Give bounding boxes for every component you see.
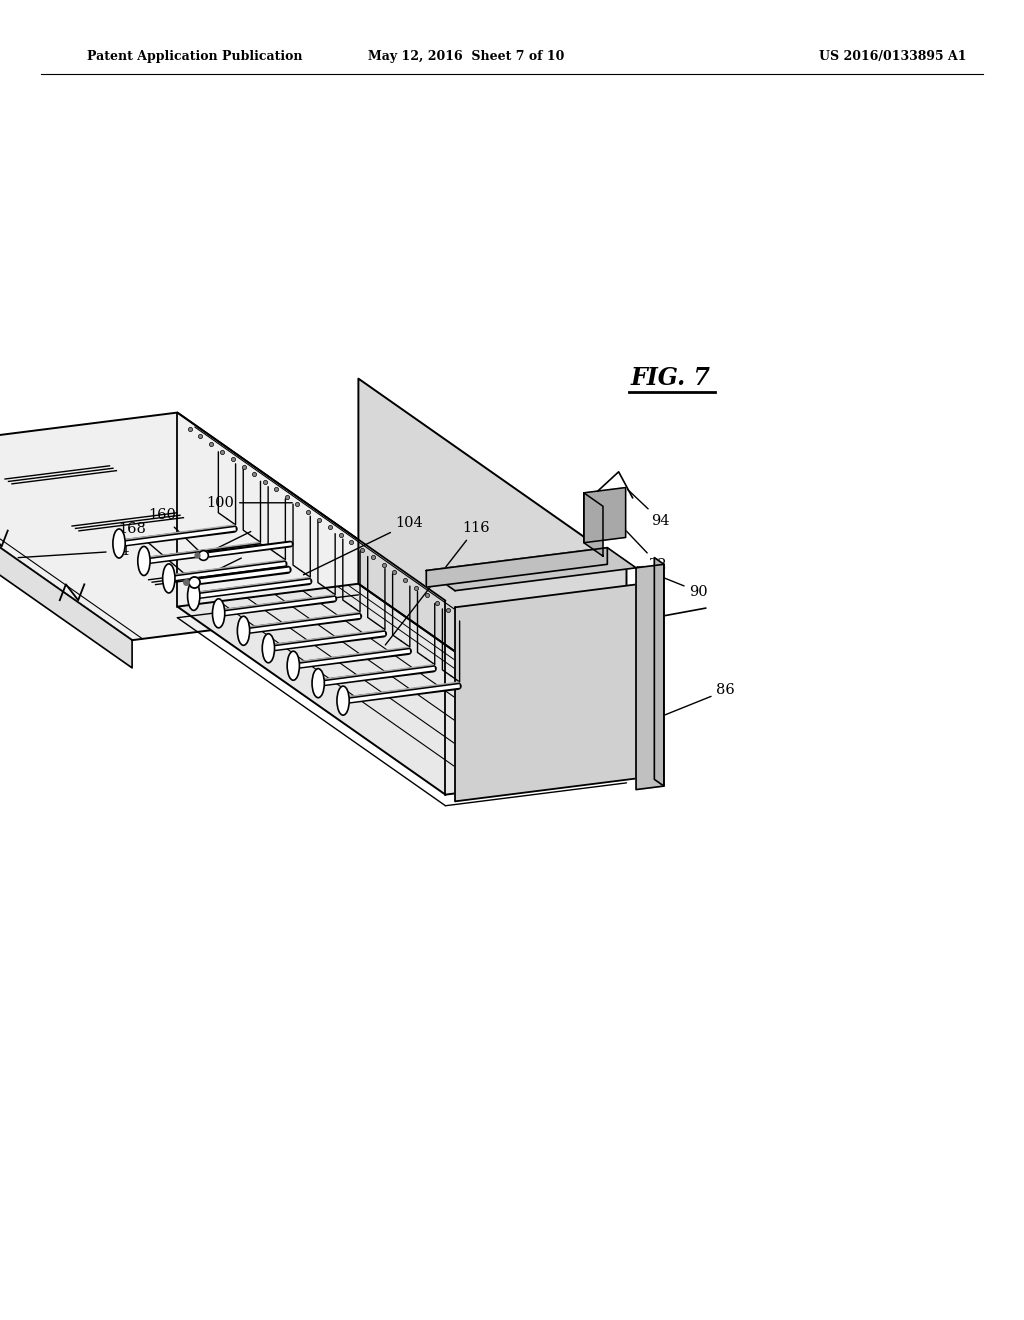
- Text: 116: 116: [385, 521, 489, 645]
- Ellipse shape: [262, 634, 274, 663]
- Polygon shape: [584, 492, 603, 556]
- Ellipse shape: [337, 686, 349, 715]
- Ellipse shape: [212, 599, 224, 628]
- Text: 72: 72: [610, 513, 668, 572]
- Text: 168: 168: [118, 521, 191, 579]
- Ellipse shape: [163, 564, 175, 593]
- Polygon shape: [177, 583, 627, 795]
- Polygon shape: [654, 557, 664, 787]
- Ellipse shape: [287, 651, 299, 680]
- Polygon shape: [636, 565, 664, 789]
- Text: 90: 90: [637, 566, 708, 599]
- Text: Patent Application Publication: Patent Application Publication: [87, 50, 302, 63]
- Ellipse shape: [187, 581, 200, 610]
- Ellipse shape: [113, 529, 125, 558]
- Text: 104: 104: [303, 516, 424, 574]
- Ellipse shape: [312, 669, 325, 698]
- Polygon shape: [358, 379, 627, 772]
- Ellipse shape: [138, 546, 151, 576]
- Text: 86: 86: [663, 684, 735, 715]
- Polygon shape: [455, 585, 636, 801]
- Text: FIG. 7: FIG. 7: [631, 366, 711, 389]
- Polygon shape: [426, 548, 607, 587]
- Text: 94: 94: [628, 490, 670, 528]
- Text: 100: 100: [206, 496, 292, 510]
- Text: US 2016/0133895 A1: US 2016/0133895 A1: [819, 50, 967, 63]
- Polygon shape: [584, 487, 626, 543]
- Polygon shape: [0, 453, 132, 668]
- Polygon shape: [426, 548, 636, 590]
- Polygon shape: [0, 413, 445, 640]
- Text: May 12, 2016  Sheet 7 of 10: May 12, 2016 Sheet 7 of 10: [368, 50, 564, 63]
- Text: 74: 74: [18, 544, 130, 558]
- Text: 160: 160: [148, 508, 201, 553]
- Ellipse shape: [238, 616, 250, 645]
